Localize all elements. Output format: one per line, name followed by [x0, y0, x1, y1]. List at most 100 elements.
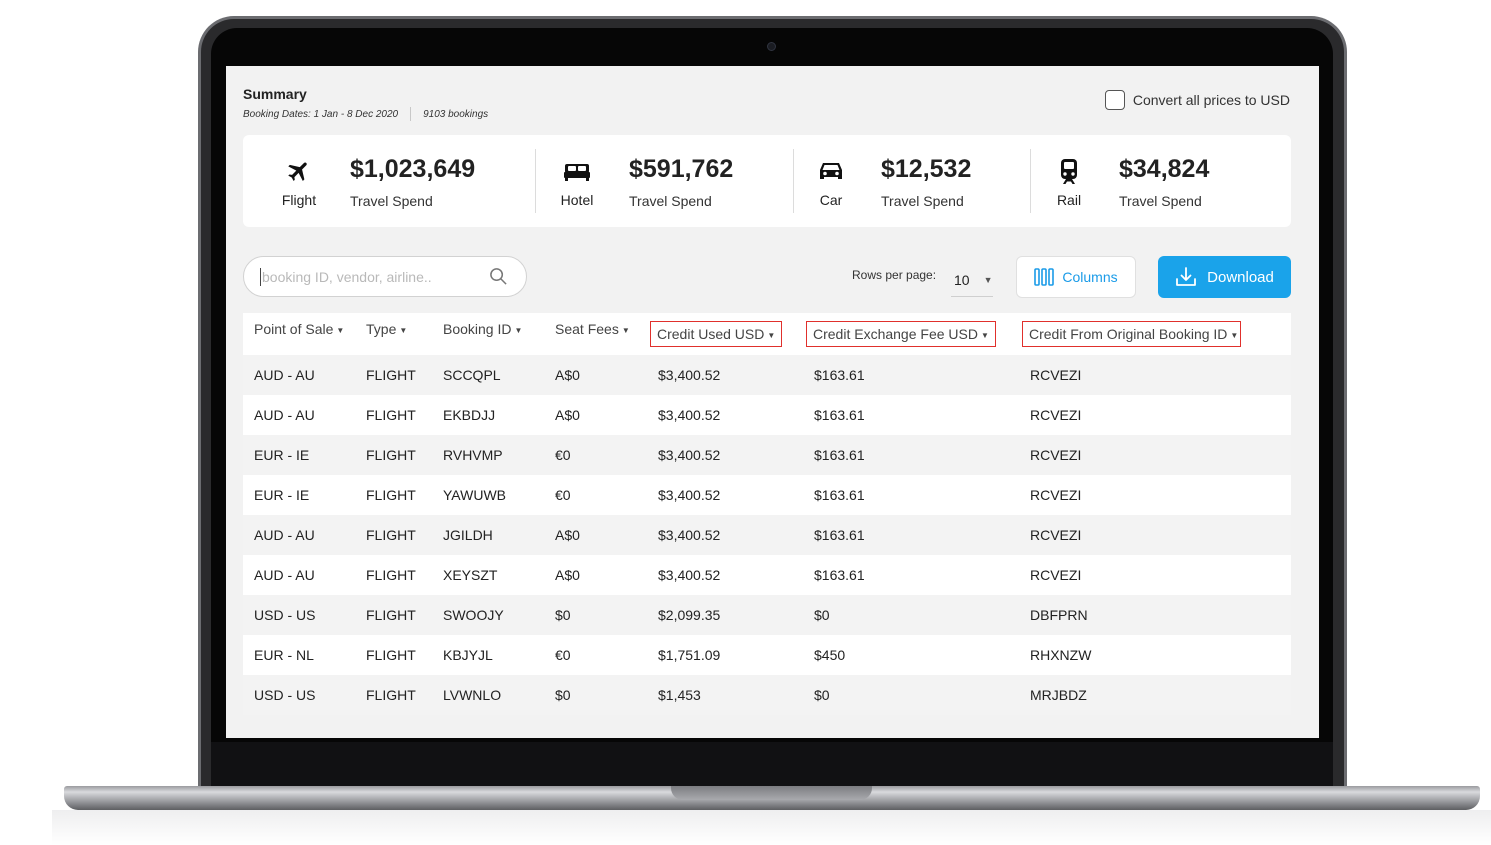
chevron-down-icon: ▼: [983, 274, 993, 285]
car-icon: [811, 157, 851, 185]
cell-seat-fees: €0: [555, 447, 571, 463]
convert-usd-label: Convert all prices to USD: [1132, 92, 1290, 108]
table-row[interactable]: AUD - AU FLIGHT SCCQPL A$0 $3,400.52 $163.61 R…: [243, 355, 1291, 395]
cell-exchange-fee: $163.61: [814, 447, 865, 463]
cell-booking-id: EKBDJJ: [443, 407, 496, 423]
cell-exchange-fee: $163.61: [814, 367, 865, 383]
search-input[interactable]: [262, 268, 472, 285]
cell-type: FLIGHT: [366, 487, 416, 503]
kpi-car-label: Car: [819, 192, 843, 208]
col-header-label: Seat Fees: [555, 321, 619, 337]
cell-exchange-fee: $163.61: [814, 487, 865, 503]
train-icon: [1049, 157, 1089, 185]
kpi-divider: [535, 149, 536, 213]
cell-type: FLIGHT: [366, 607, 416, 623]
laptop-chin: [211, 742, 1333, 786]
col-header-credit-used-usd[interactable]: Credit Used USD ▼: [650, 321, 814, 347]
col-header-label: Booking ID: [443, 321, 512, 337]
search-icon[interactable]: [489, 267, 508, 291]
table-row[interactable]: USD - US FLIGHT LVWNLO $0 $1,453 $0 MRJBDZ: [243, 675, 1291, 715]
booking-count: 9103 bookings: [423, 108, 489, 120]
table-row[interactable]: USD - US FLIGHT SWOOJY $0 $2,099.35 $0 DBFPRN: [243, 595, 1291, 635]
cell-seat-fees: A$0: [555, 367, 580, 383]
cell-credit-used: $3,400.52: [658, 407, 721, 423]
cell-credit-used: $3,400.52: [658, 367, 721, 383]
col-header-label: Point of Sale: [254, 321, 334, 337]
sort-caret-icon: ▼: [621, 325, 630, 335]
cell-credit-used: $2,099.35: [658, 607, 721, 623]
search-box[interactable]: [243, 256, 527, 297]
kpi-hotel-label: Hotel: [560, 192, 594, 208]
cell-booking-id: SCCQPL: [443, 367, 501, 383]
cell-credit-used: $1,751.09: [658, 647, 721, 663]
cell-original-booking-id: MRJBDZ: [1030, 687, 1087, 703]
table-row[interactable]: AUD - AU FLIGHT EKBDJJ A$0 $3,400.52 $163.61 R…: [243, 395, 1291, 435]
kpi-rail-sub: Travel Spend: [1119, 193, 1202, 209]
cell-original-booking-id: RCVEZI: [1030, 527, 1082, 543]
table-row[interactable]: AUD - AU FLIGHT XEYSZT A$0 $3,400.52 $163.61 R…: [243, 555, 1291, 595]
cell-original-booking-id: RHXNZW: [1030, 647, 1092, 663]
cell-seat-fees: A$0: [555, 567, 580, 583]
airplane-icon: [279, 157, 319, 185]
col-header-credit-exchange-fee-usd[interactable]: Credit Exchange Fee USD ▼: [806, 321, 1030, 347]
sort-caret-icon: ▼: [980, 330, 989, 340]
convert-usd-checkbox[interactable]: [1104, 90, 1125, 110]
table-body: AUD - AU FLIGHT SCCQPL A$0 $3,400.52 $163.61 R…: [243, 355, 1291, 715]
highlight-box: Credit From Original Booking ID ▼: [1022, 321, 1242, 347]
sort-caret-icon: ▼: [336, 325, 345, 335]
page-title: Summary: [243, 86, 307, 102]
table-row[interactable]: EUR - IE FLIGHT RVHVMP €0 $3,400.52 $163.61 RC…: [243, 435, 1291, 475]
cell-credit-used: $3,400.52: [658, 527, 721, 543]
cell-original-booking-id: RCVEZI: [1030, 487, 1082, 503]
cell-booking-id: YAWUWB: [443, 487, 506, 503]
col-header-label: Credit From Original Booking ID: [1029, 326, 1228, 342]
kpi-car-amount: $12,532: [881, 155, 972, 183]
col-header-credit-from-original-booking-id[interactable]: Credit From Original Booking ID ▼: [1022, 321, 1270, 347]
kpi-hotel: Hotel $591,762 Travel Spend: [536, 135, 793, 227]
col-header-label: Credit Exchange Fee USD: [813, 326, 978, 342]
cell-credit-used: $3,400.52: [658, 567, 721, 583]
col-header-booking-id[interactable]: Booking ID ▼: [443, 321, 555, 347]
sort-caret-icon: ▼: [399, 325, 408, 335]
cell-credit-used: $1,453: [658, 687, 701, 703]
kpi-flight-label: Flight: [281, 192, 317, 208]
cell-original-booking-id: RCVEZI: [1030, 447, 1082, 463]
columns-icon: [1034, 268, 1055, 286]
col-header-point-of-sale[interactable]: Point of Sale ▼: [254, 321, 377, 347]
table-row[interactable]: AUD - AU FLIGHT JGILDH A$0 $3,400.52 $163.61 R…: [243, 515, 1291, 555]
highlight-box: Credit Exchange Fee USD ▼: [806, 321, 996, 347]
cell-point-of-sale: AUD - AU: [254, 367, 315, 383]
rows-per-page-select[interactable]: 10 ▼: [951, 263, 993, 297]
booking-dates: Booking Dates: 1 Jan - 8 Dec 2020: [243, 108, 399, 120]
laptop-shadow: [52, 810, 1491, 845]
cell-exchange-fee: $450: [814, 647, 846, 663]
kpi-flight-sub: Travel Spend: [350, 193, 433, 209]
columns-button[interactable]: Columns: [1016, 256, 1136, 298]
cell-exchange-fee: $163.61: [814, 407, 865, 423]
cell-seat-fees: A$0: [555, 407, 580, 423]
cell-exchange-fee: $0: [814, 687, 830, 703]
table-row[interactable]: EUR - NL FLIGHT KBJYJL €0 $1,751.09 $450 RHXNZ…: [243, 635, 1291, 675]
cell-point-of-sale: USD - US: [254, 607, 316, 623]
convert-usd-toggle[interactable]: Convert all prices to USD: [1104, 90, 1290, 110]
kpi-flight-amount: $1,023,649: [350, 155, 476, 183]
kpi-rail-amount: $34,824: [1119, 155, 1210, 183]
cell-point-of-sale: AUD - AU: [254, 407, 315, 423]
col-header-label: Type: [366, 321, 397, 337]
cell-exchange-fee: $163.61: [814, 527, 865, 543]
sort-caret-icon: ▼: [514, 325, 523, 335]
cell-booking-id: LVWNLO: [443, 687, 502, 703]
cell-original-booking-id: DBFPRN: [1030, 607, 1088, 623]
rows-per-page-value: 10: [954, 271, 970, 288]
col-header-seat-fees[interactable]: Seat Fees ▼: [555, 321, 658, 347]
sort-caret-icon: ▼: [1230, 330, 1239, 340]
col-header-type[interactable]: Type ▼: [366, 321, 443, 347]
rows-per-page-label: Rows per page:: [852, 268, 937, 282]
download-button[interactable]: Download: [1158, 256, 1291, 298]
text-cursor: [260, 267, 261, 286]
cell-original-booking-id: RCVEZI: [1030, 567, 1082, 583]
cell-type: FLIGHT: [366, 447, 416, 463]
table-row[interactable]: EUR - IE FLIGHT YAWUWB €0 $3,400.52 $163.61 RC…: [243, 475, 1291, 515]
bookings-table: Point of Sale ▼ Type ▼ Booking ID ▼ Seat Fe…: [243, 313, 1291, 715]
summary-meta: Booking Dates: 1 Jan - 8 Dec 2020 9103 b…: [243, 107, 488, 121]
